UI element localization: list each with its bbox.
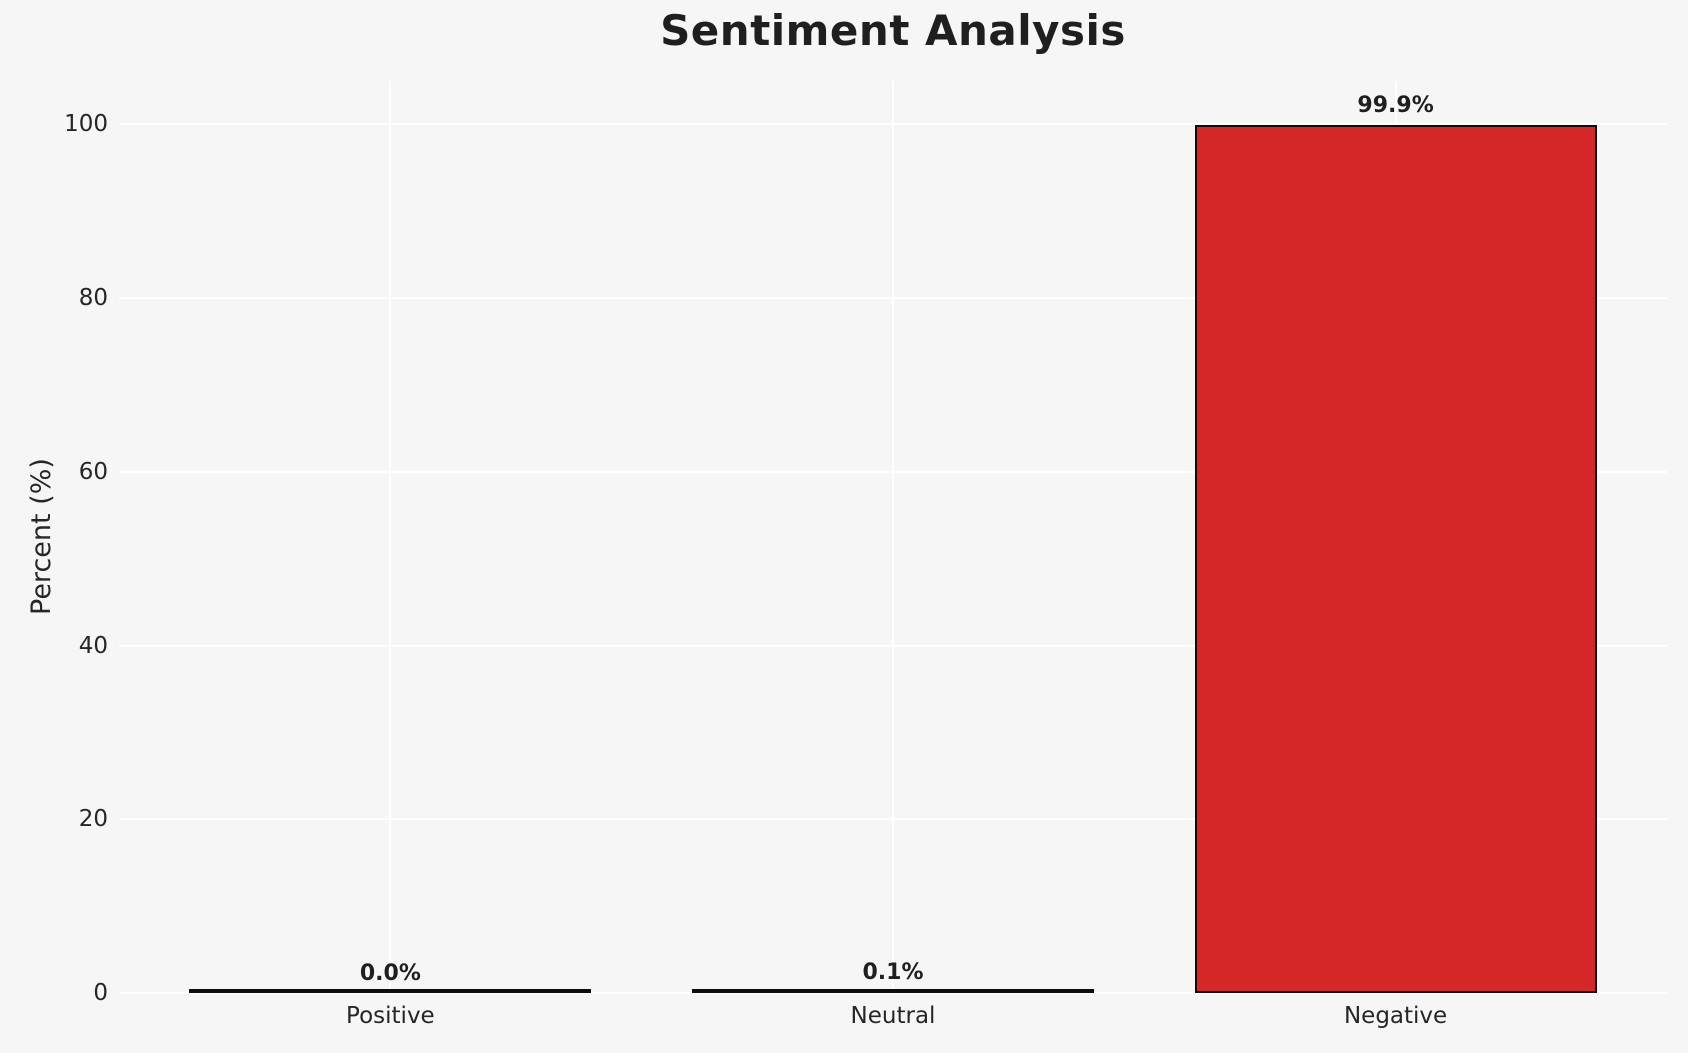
bar-value-label: 99.9% xyxy=(1357,93,1434,119)
bar-neutral xyxy=(691,989,1095,993)
bar-value-label: 0.1% xyxy=(862,960,924,986)
y-tick-label: 60 xyxy=(78,458,108,485)
y-tick-label: 100 xyxy=(64,111,108,138)
y-tick-label: 0 xyxy=(93,980,108,1006)
x-tick-label: Neutral xyxy=(850,1003,936,1029)
x-tick-label: Positive xyxy=(346,1003,435,1029)
x-tick-label: Negative xyxy=(1343,1003,1448,1029)
bar-value-label: 0.0% xyxy=(359,961,421,986)
plot-area xyxy=(119,81,1667,994)
vertical-gridline xyxy=(389,81,392,993)
bar-negative xyxy=(1194,125,1597,993)
y-axis-label: Percent (%) xyxy=(26,458,57,616)
horizontal-gridline xyxy=(119,992,1667,994)
vertical-gridline xyxy=(892,81,894,993)
y-tick-label: 20 xyxy=(78,806,108,833)
y-tick-label: 80 xyxy=(78,285,108,312)
y-tick-label: 40 xyxy=(78,632,108,659)
bar-positive xyxy=(189,989,592,993)
chart-title: Sentiment Analysis xyxy=(660,6,1126,55)
